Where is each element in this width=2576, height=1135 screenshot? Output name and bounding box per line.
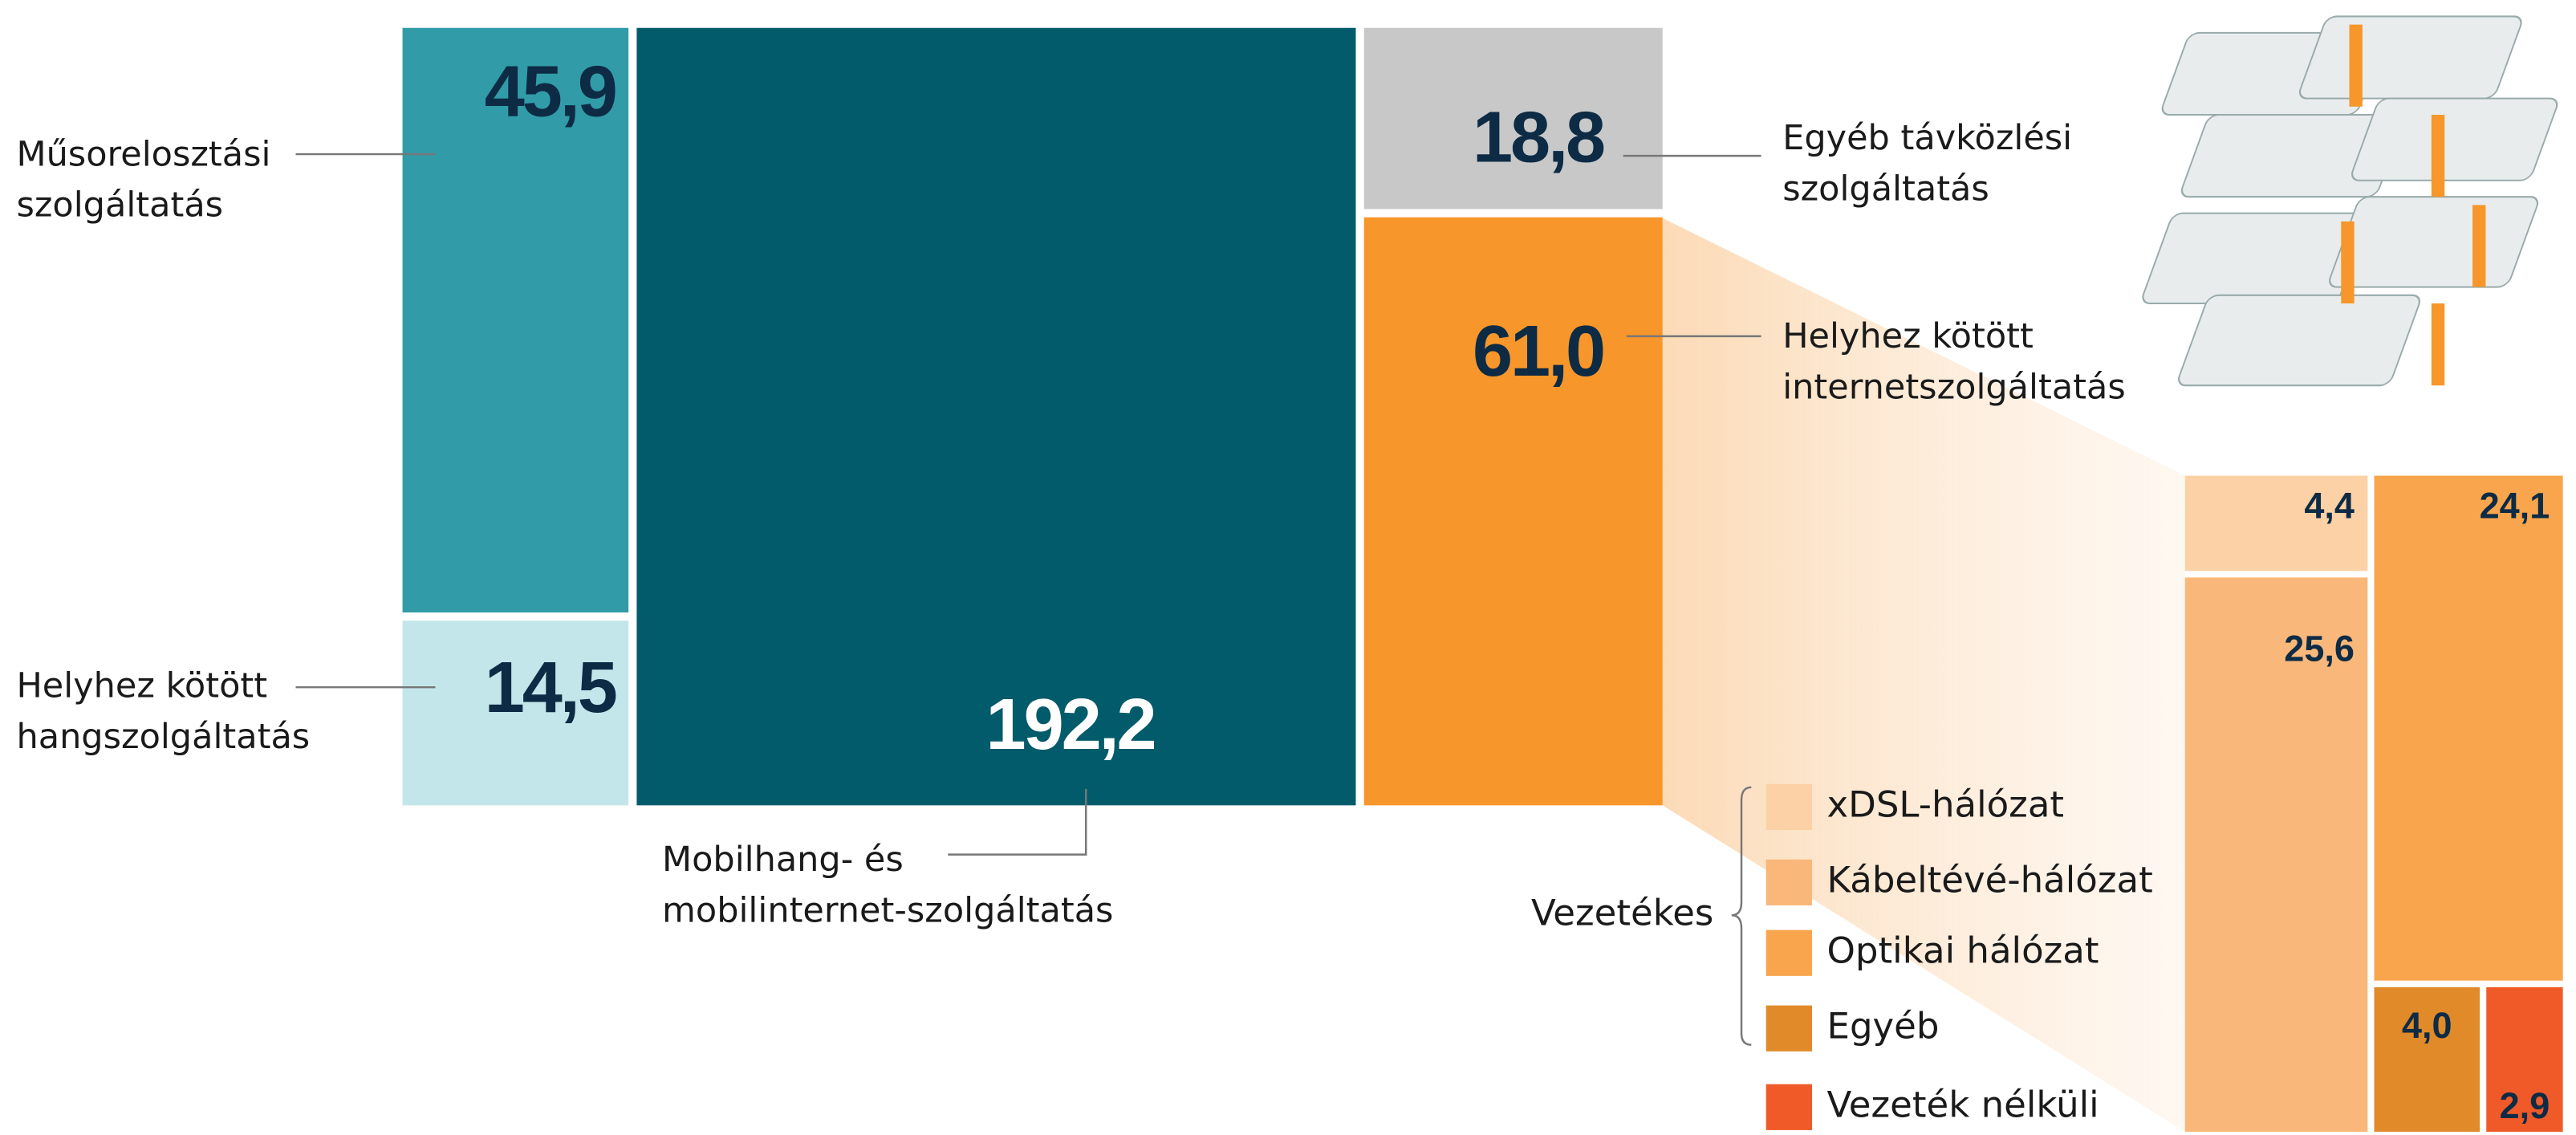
value-label: 14,5	[485, 648, 616, 728]
legend-label: Vezeték nélküli	[1826, 1085, 2099, 1127]
category-label: Egyéb távközlési szolgáltatás	[1782, 118, 2073, 209]
bracket	[1731, 786, 1752, 1046]
treemap-cell	[636, 27, 1356, 806]
category-label: Helyhez kötött internetszolgáltatás	[1782, 316, 2126, 407]
treemap-cell	[2374, 475, 2563, 981]
legend-swatch	[1765, 1005, 1813, 1052]
treemap-cell	[402, 620, 629, 806]
value-label: 4,4	[2304, 485, 2355, 526]
treemap-cell	[1363, 27, 1663, 210]
money-decoration	[2142, 15, 2558, 387]
treemap-cell	[2184, 475, 2368, 572]
value-label: 25,6	[2284, 628, 2355, 669]
value-label: 24,1	[2480, 485, 2550, 526]
legend-label: xDSL-hálózat	[1826, 785, 2065, 827]
value-label: 2,9	[2500, 1085, 2550, 1126]
legend-label: Kábeltévé-hálózat	[1826, 860, 2153, 902]
value-label: 61,0	[1473, 311, 1603, 392]
treemap-cell	[1363, 217, 1663, 806]
group-label: Vezetékes	[1530, 893, 1714, 935]
leader-line	[948, 788, 1087, 856]
category-label: Műsorelosztási szolgáltatás	[16, 134, 271, 225]
value-label: 192,2	[986, 685, 1155, 765]
treemap-cell	[2374, 987, 2481, 1132]
zoom-fan	[1662, 218, 2185, 1132]
treemap-cell	[2184, 577, 2368, 1132]
category-label: Mobilhang- és mobilinternet-szolgáltatás	[662, 840, 1114, 930]
category-label: Helyhez kötött hangszolgáltatás	[16, 665, 311, 757]
legend-swatch	[1765, 859, 1813, 905]
legend-swatch	[1765, 1084, 1813, 1130]
legend-label: Egyéb	[1826, 1007, 1940, 1048]
legend-swatch	[1765, 783, 1813, 830]
legend-swatch	[1765, 930, 1813, 976]
value-label: 4,0	[2402, 1005, 2452, 1046]
treemap-cell	[2486, 987, 2563, 1132]
value-label: 18,8	[1473, 98, 1604, 178]
value-label: 45,9	[485, 51, 616, 132]
treemap-cell	[402, 27, 629, 613]
legend-label: Optikai hálózat	[1826, 931, 2099, 973]
